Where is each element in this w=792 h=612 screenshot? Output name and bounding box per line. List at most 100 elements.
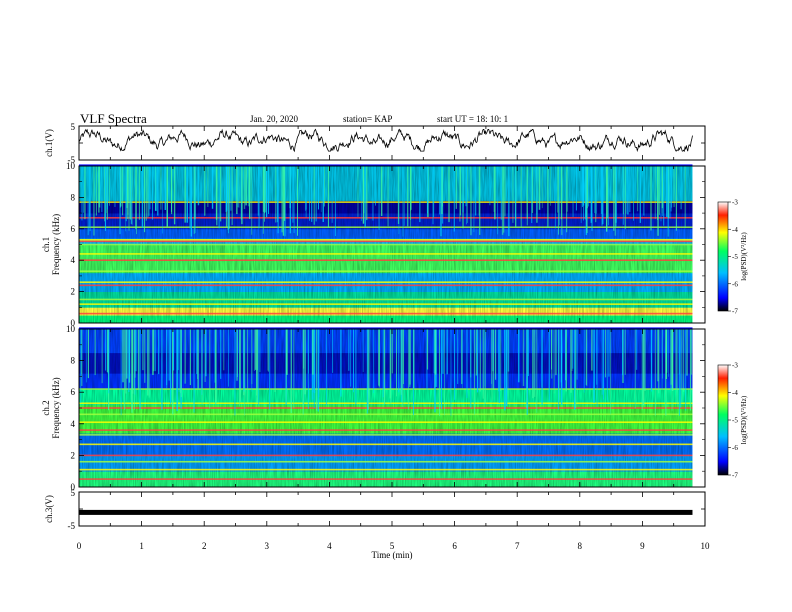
sferic-impulse	[454, 329, 456, 400]
narrowband-line	[79, 240, 693, 243]
sferic-impulse	[622, 166, 624, 215]
ch1-signal-line	[78, 128, 693, 153]
sferic-impulse	[180, 329, 182, 398]
sferic-impulse	[87, 329, 89, 379]
narrowband-line	[79, 253, 693, 255]
sferic-impulse	[362, 166, 365, 224]
sferic-impulse	[101, 166, 103, 213]
sferic-impulse	[614, 166, 616, 236]
colorbar-tick-label: -7	[732, 472, 738, 480]
x-tick-label: 6	[452, 541, 457, 551]
narrowband-line	[79, 468, 693, 471]
panel-frame	[78, 125, 706, 161]
narrowband-line	[79, 478, 693, 480]
sferic-impulse	[601, 329, 603, 395]
sferic-impulse	[593, 329, 595, 403]
sferic-impulse	[166, 329, 168, 389]
sferic-impulse	[219, 166, 222, 222]
sferic-impulse	[690, 329, 693, 375]
colorbar-tick-label: -5	[732, 253, 738, 261]
sferic-impulse	[426, 329, 429, 370]
sferic-impulse	[410, 166, 412, 221]
sferic-impulse	[166, 166, 168, 227]
sferic-impulse	[409, 166, 411, 211]
sferic-impulse	[304, 329, 306, 395]
sferic-impulse	[320, 166, 322, 213]
sferic-impulse	[247, 166, 249, 207]
sferic-impulse	[503, 166, 505, 233]
x-tick-label: 5	[390, 541, 395, 551]
colorbar-tick-label: -6	[732, 444, 738, 452]
sferic-impulse	[353, 329, 355, 393]
sferic-impulse	[305, 166, 307, 210]
narrowband-line	[79, 298, 693, 301]
sferic-impulse	[686, 329, 688, 376]
sferic-impulse	[588, 166, 590, 207]
narrowband-line	[79, 421, 693, 424]
sferic-impulse	[289, 166, 292, 234]
sferic-impulse	[624, 329, 626, 375]
sferic-impulse	[243, 329, 245, 392]
sferic-impulse	[473, 166, 475, 233]
narrowband-line	[79, 460, 693, 463]
chart-title: VLF Spectra	[80, 111, 147, 126]
sferic-impulse	[644, 329, 646, 392]
y-tick-label: 8	[71, 192, 76, 202]
sferic-impulse	[135, 329, 137, 372]
sferic-impulse	[268, 166, 270, 214]
sferic-impulse	[684, 329, 687, 411]
sferic-impulse	[170, 329, 172, 404]
sferic-impulse	[142, 329, 144, 371]
sferic-impulse	[153, 329, 155, 372]
sferic-impulse	[258, 166, 260, 229]
sferic-impulse	[237, 166, 239, 208]
sferic-impulse	[669, 166, 671, 219]
sferic-impulse	[441, 166, 443, 215]
sferic-impulse	[184, 166, 186, 223]
sferic-impulse	[670, 166, 672, 212]
sferic-impulse	[207, 166, 209, 207]
spectrogram-image	[79, 327, 693, 488]
sferic-impulse	[462, 166, 464, 213]
sferic-impulse	[403, 166, 405, 226]
narrowband-line	[79, 226, 693, 229]
sferic-impulse	[98, 166, 100, 213]
sferic-impulse	[129, 329, 131, 377]
sferic-impulse	[560, 329, 563, 405]
sferic-impulse	[81, 329, 83, 386]
sferic-impulse	[322, 166, 324, 222]
sferic-impulse	[402, 166, 404, 237]
sferic-impulse	[311, 166, 313, 222]
sferic-impulse	[475, 329, 478, 376]
sferic-impulse	[439, 166, 441, 215]
x-tick-label: 10	[701, 541, 711, 551]
y-tick-label: 2	[71, 450, 76, 460]
sferic-impulse	[323, 166, 325, 207]
header-date: Jan. 20, 2020	[250, 114, 298, 124]
sferic-impulse	[478, 166, 480, 216]
sferic-impulse	[608, 166, 609, 226]
sferic-impulse	[318, 329, 320, 398]
sferic-impulse	[375, 166, 376, 206]
sferic-impulse	[453, 166, 455, 232]
sferic-impulse	[444, 329, 445, 416]
sferic-impulse	[613, 166, 615, 231]
sferic-impulse	[367, 329, 369, 410]
sferic-impulse	[615, 166, 617, 223]
narrowband-line	[79, 443, 693, 446]
sferic-impulse	[470, 329, 472, 378]
sferic-impulse	[132, 329, 134, 394]
sferic-impulse	[585, 166, 587, 236]
sferic-impulse	[227, 166, 229, 230]
sferic-impulse	[256, 329, 257, 396]
sferic-impulse	[369, 329, 371, 402]
sferic-impulse	[459, 166, 462, 216]
sferic-impulse	[426, 166, 429, 214]
sferic-impulse	[583, 329, 585, 393]
channel-label: ch.2	[41, 400, 51, 415]
narrowband-line	[79, 454, 693, 457]
sferic-impulse	[173, 166, 176, 225]
sferic-impulse	[391, 329, 394, 374]
sferic-impulse	[633, 166, 634, 221]
sferic-impulse	[657, 329, 659, 382]
